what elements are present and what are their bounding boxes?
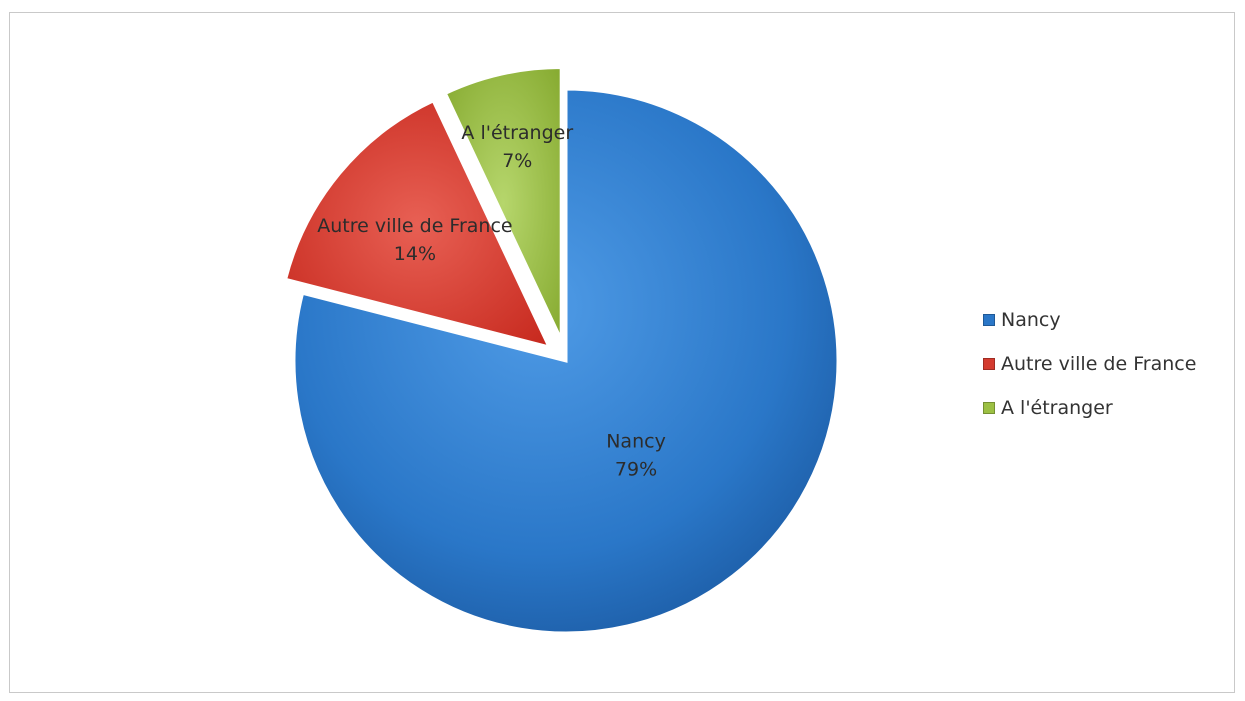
- pie-label-etranger-percent: 7%: [502, 150, 532, 172]
- pie-label-autre-ville-name: Autre ville de France: [317, 215, 512, 237]
- legend-item-autre-ville: Autre ville de France: [983, 342, 1233, 386]
- pie-slice-autre-ville: [283, 98, 552, 350]
- legend-item-etranger: A l'étranger: [983, 386, 1233, 430]
- chart-legend: Nancy Autre ville de France A l'étranger: [983, 298, 1233, 430]
- legend-item-nancy: Nancy: [983, 298, 1233, 342]
- pie-slice-etranger: [443, 66, 563, 341]
- pie-label-nancy-name: Nancy: [606, 430, 666, 452]
- legend-label-etranger: A l'étranger: [1001, 397, 1113, 419]
- pie-label-nancy-percent: 79%: [615, 458, 657, 480]
- legend-label-autre-ville: Autre ville de France: [1001, 353, 1197, 375]
- pie-slice-nancy: [292, 87, 840, 635]
- legend-swatch-nancy: [983, 314, 995, 326]
- legend-label-nancy: Nancy: [1001, 309, 1061, 331]
- legend-swatch-etranger: [983, 402, 995, 414]
- pie-label-etranger-name: A l'étranger: [461, 122, 573, 144]
- legend-swatch-autre-ville: [983, 358, 995, 370]
- pie-label-autre-ville-percent: 14%: [394, 243, 436, 265]
